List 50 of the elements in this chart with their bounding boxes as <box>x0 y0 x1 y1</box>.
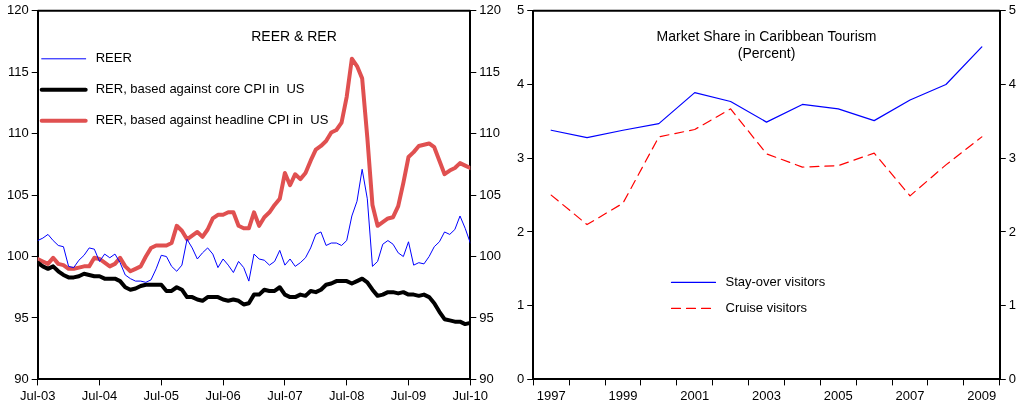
x-tick-label: 1999 <box>608 387 638 403</box>
y2-tick-label: 1 <box>1008 297 1016 313</box>
y-tick-label: 120 <box>6 2 29 18</box>
y-tick-label: 90 <box>14 370 29 386</box>
y-tick-label: 115 <box>7 63 29 79</box>
legend-label: Cruise visitors <box>725 299 808 315</box>
y-tick-label: 110 <box>7 125 29 141</box>
x-tick-label: Jul-09 <box>390 387 427 403</box>
x-tick-label: Jul-06 <box>205 387 241 403</box>
legend-label: RER, based against core CPI in US <box>95 81 305 97</box>
x-tick-label: Jul-10 <box>452 387 489 403</box>
y-tick-label: 5 <box>517 2 525 18</box>
y2-tick-label: 105 <box>479 186 502 202</box>
text: (Percent) <box>737 44 796 61</box>
y2-tick-label: 0 <box>1008 370 1016 386</box>
y-tick-label: 100 <box>6 248 29 264</box>
y-tick-label: 4 <box>517 76 525 92</box>
line-series <box>550 108 983 226</box>
x-tick-label: 2003 <box>752 387 781 403</box>
x-tick-label: Jul-05 <box>143 387 180 403</box>
x-tick-label: Jul-03 <box>19 387 56 403</box>
y2-tick-label: 120 <box>479 2 502 18</box>
x-tick-label: Jul-04 <box>81 387 118 403</box>
x-tick-label: 2009 <box>967 387 997 403</box>
y-tick-label: 105 <box>6 186 29 202</box>
legend-label: RER, based against headline CPI in US <box>95 112 329 128</box>
y2-tick-label: 110 <box>479 125 501 141</box>
y-tick-label: 2 <box>517 223 525 239</box>
text: REER & RER <box>251 27 337 44</box>
y2-tick-label: 4 <box>1008 76 1016 92</box>
legend-label: REER <box>95 50 132 66</box>
y-tick-label: 3 <box>517 149 525 165</box>
x-tick-label: 2007 <box>895 387 925 403</box>
x-tick-label: 2001 <box>680 387 710 403</box>
y2-tick-label: 100 <box>479 248 502 264</box>
y-tick-label: 95 <box>14 309 29 325</box>
y-tick-label: 1 <box>517 297 525 313</box>
text: Market Share in Caribbean Tourism <box>656 27 877 44</box>
y2-tick-label: 2 <box>1008 223 1016 239</box>
y2-tick-label: 90 <box>479 370 494 386</box>
y2-tick-label: 5 <box>1008 2 1016 18</box>
x-tick-label: 2005 <box>823 387 853 403</box>
x-tick-label: Jul-08 <box>328 387 365 403</box>
y2-tick-label: 115 <box>479 63 501 79</box>
x-tick-label: 1997 <box>536 387 566 403</box>
x-tick-label: Jul-07 <box>267 387 303 403</box>
y2-tick-label: 3 <box>1008 149 1016 165</box>
y-tick-label: 0 <box>517 370 525 386</box>
y2-tick-label: 95 <box>479 309 494 325</box>
legend-label: Stay-over visitors <box>725 273 826 289</box>
